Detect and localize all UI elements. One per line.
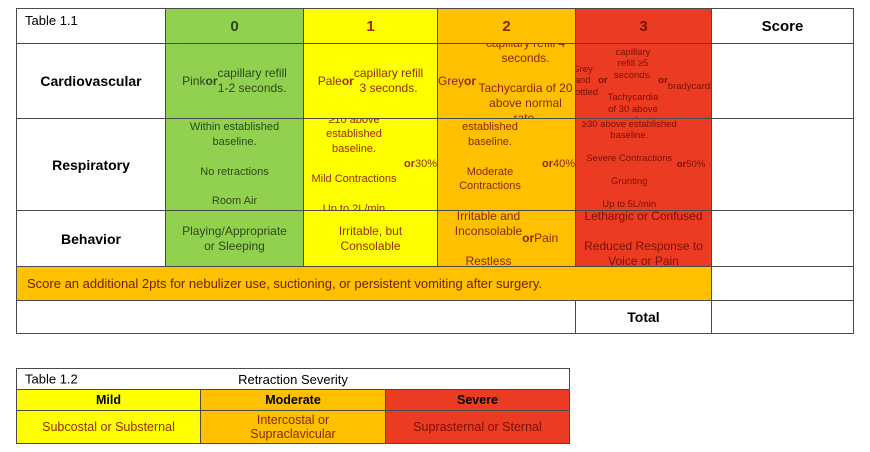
cell-behavior-0: Playing/Appropriate or Sleeping: [166, 211, 304, 267]
score-cell-cardiovascular: [712, 44, 854, 119]
cell-behavior-2: Irritable and Inconsolable Restless or P…: [438, 211, 576, 267]
score-column-header: Score: [712, 9, 854, 44]
cell-respiratory-0: Within established baseline. No retracti…: [166, 119, 304, 211]
severity-header-mild: Mild: [17, 390, 201, 411]
column-header-3: 3: [576, 9, 712, 44]
cell-behavior-1: Irritable, but Consolable: [304, 211, 438, 267]
cell-cardiovascular-1: Pale or capillary refill 3 seconds.: [304, 44, 438, 119]
severity-header-severe: Severe: [386, 390, 570, 411]
cell-behavior-3: Lethargic or Confused Reduced Response t…: [576, 211, 712, 267]
column-header-0: 0: [166, 9, 304, 44]
total-spacer-cell: [17, 301, 576, 334]
total-score-cell: [712, 301, 854, 334]
column-header-1: 1: [304, 9, 438, 44]
cell-respiratory-2: ≥20 above established baseline. Moderate…: [438, 119, 576, 211]
table-1-2-title: Table 1.2: [25, 371, 78, 387]
table-1-1: Table 1.1 0 1 2 3 Score Cardiovascular P…: [16, 8, 854, 334]
score-cell-respiratory: [712, 119, 854, 211]
table-1-1-title: Table 1.1: [17, 9, 166, 44]
severity-value-moderate: Intercostal or Supraclavicular: [201, 411, 386, 444]
severity-value-severe: Suprasternal or Sternal: [386, 411, 570, 444]
cell-cardiovascular-3: Grey and mottled or capillary refill ≥5 …: [576, 44, 712, 119]
cell-cardiovascular-2: Grey or capillary refill 4 seconds. Tach…: [438, 44, 576, 119]
table-1-2-heading: Retraction Severity: [238, 371, 348, 387]
score-cell-behavior: [712, 211, 854, 267]
score-cell-banner: [712, 267, 854, 301]
cell-respiratory-3: ≥30 above established baseline. Severe C…: [576, 119, 712, 211]
cell-respiratory-1: ≥10 above established baseline. Mild Con…: [304, 119, 438, 211]
severity-header-moderate: Moderate: [201, 390, 386, 411]
row-label-respiratory: Respiratory: [17, 119, 166, 211]
cell-cardiovascular-0: Pink or capillary refill 1-2 seconds.: [166, 44, 304, 119]
table-1-2: Table 1.2 Retraction Severity Mild Moder…: [16, 368, 570, 444]
row-label-cardiovascular: Cardiovascular: [17, 44, 166, 119]
row-label-behavior: Behavior: [17, 211, 166, 267]
additional-points-banner: Score an additional 2pts for nebulizer u…: [17, 267, 712, 301]
column-header-2: 2: [438, 9, 576, 44]
table-1-2-header: Table 1.2 Retraction Severity: [17, 369, 570, 390]
total-label: Total: [576, 301, 712, 334]
severity-value-mild: Subcostal or Substernal: [17, 411, 201, 444]
